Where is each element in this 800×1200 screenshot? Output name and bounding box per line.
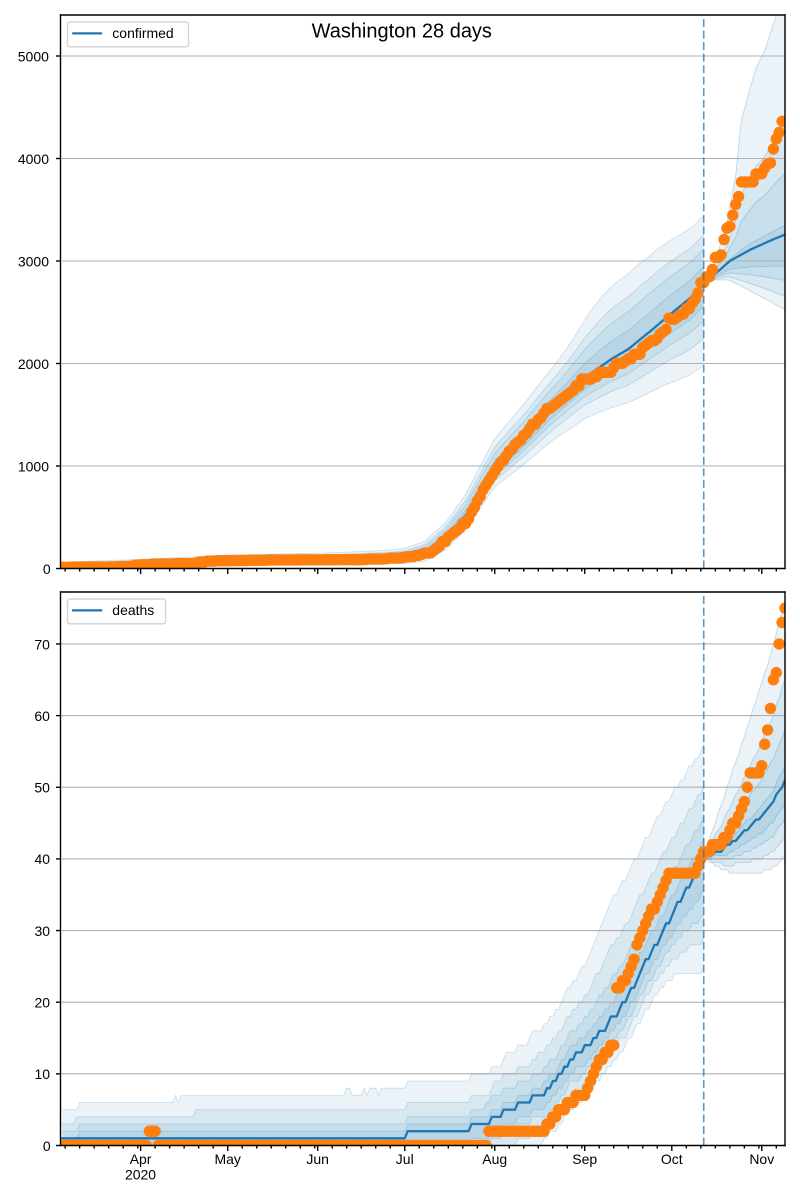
- svg-text:1000: 1000: [18, 458, 49, 474]
- svg-text:3000: 3000: [18, 253, 49, 269]
- svg-text:10: 10: [35, 1066, 51, 1082]
- svg-text:deaths: deaths: [112, 602, 154, 618]
- svg-text:Jun: Jun: [306, 1151, 329, 1167]
- svg-text:Oct: Oct: [661, 1151, 683, 1167]
- svg-text:40: 40: [35, 851, 51, 867]
- svg-text:Sep: Sep: [572, 1151, 597, 1167]
- svg-text:Washington 28 days: Washington 28 days: [312, 20, 492, 42]
- svg-text:20: 20: [35, 995, 51, 1011]
- svg-text:Aug: Aug: [482, 1151, 507, 1167]
- svg-text:confirmed: confirmed: [112, 25, 173, 41]
- svg-text:Apr: Apr: [130, 1151, 152, 1167]
- svg-text:2000: 2000: [18, 356, 49, 372]
- svg-text:30: 30: [35, 923, 51, 939]
- svg-text:50: 50: [34, 780, 50, 796]
- svg-text:Nov: Nov: [749, 1151, 774, 1167]
- svg-text:5000: 5000: [18, 48, 49, 64]
- svg-text:4000: 4000: [18, 151, 49, 167]
- svg-text:60: 60: [34, 708, 50, 724]
- svg-text:May: May: [214, 1151, 240, 1167]
- svg-text:0: 0: [43, 561, 51, 577]
- svg-text:2020: 2020: [125, 1167, 156, 1183]
- svg-text:0: 0: [43, 1138, 51, 1154]
- svg-text:70: 70: [34, 636, 50, 652]
- svg-text:Jul: Jul: [396, 1151, 414, 1167]
